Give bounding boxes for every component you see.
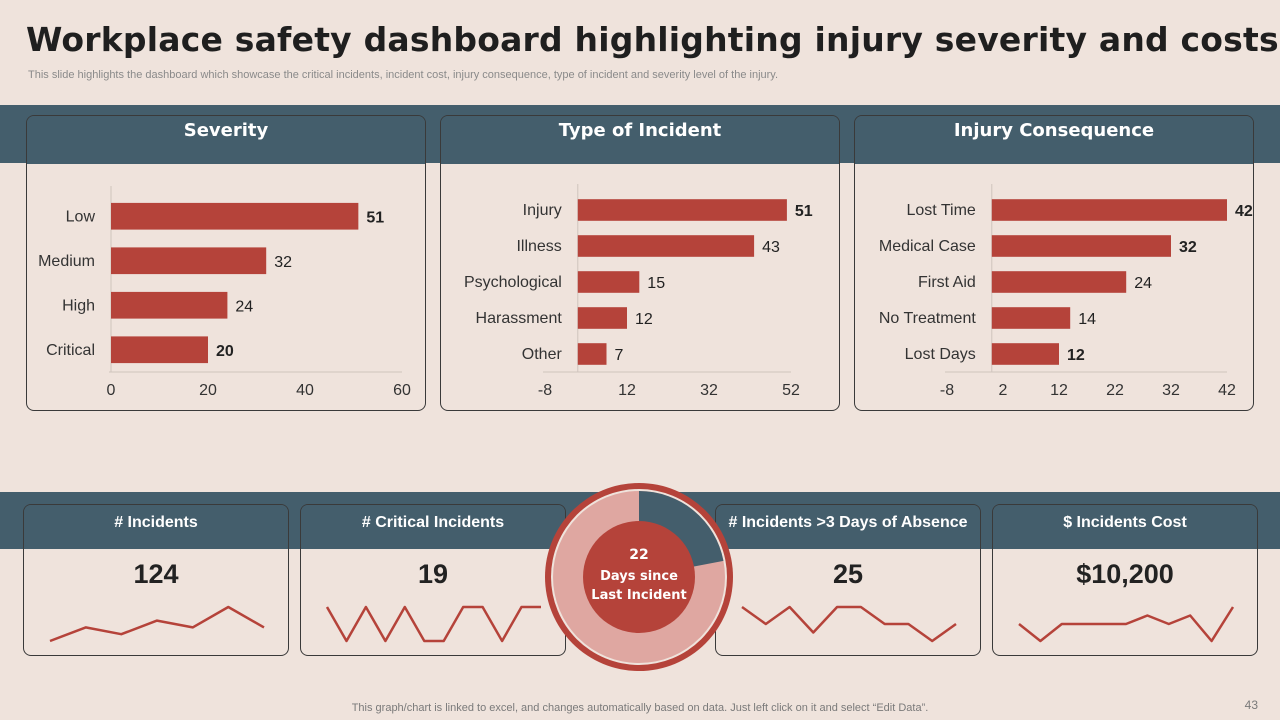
kpi-critical-incidents-sparkline (325, 605, 541, 643)
category-label: Medium (38, 253, 95, 270)
data-label: 7 (615, 347, 624, 364)
data-label: 32 (1179, 239, 1197, 256)
bar-high (111, 291, 228, 319)
category-label: Lost Time (906, 202, 975, 219)
tick-label: 32 (1162, 382, 1180, 399)
page-number: 43 (1244, 698, 1258, 712)
donut-caption-line1: Days since (600, 569, 678, 584)
days-since-donut: 22 Days since Last Incident (545, 483, 733, 671)
sparkline-trend (1018, 606, 1235, 643)
kpi-incidents-cost-value: $10,200 (1076, 559, 1174, 589)
type-of-incident-chart: Injury 51 Illness 43 Psychological 15 Harassme… (464, 184, 813, 399)
type-of-incident-panel: Type of Incident Injury 51 Illness 43 Psycho… (440, 115, 840, 411)
data-label: 32 (274, 254, 292, 271)
category-label: Other (522, 346, 563, 363)
kpi-incidents-value: 124 (133, 559, 179, 589)
type-of-incident-title: Type of Incident (441, 116, 839, 164)
data-label: 42 (1235, 203, 1253, 220)
tick-label: 52 (782, 382, 800, 399)
severity-panel: Severity Low 51 Medium 32 High 24 Critical 20 0 2… (26, 115, 426, 411)
bar-no-treatment (991, 307, 1071, 329)
tick-label: 2 (999, 382, 1008, 399)
tick-label: -8 (538, 382, 552, 399)
tick-label: 12 (1050, 382, 1068, 399)
bar-lost-days (991, 343, 1059, 365)
kpi-incidents: # Incidents 124 (23, 504, 289, 656)
sparkline-trend (325, 605, 541, 643)
injury-consequence-title: Injury Consequence (855, 116, 1253, 164)
category-label: Injury (523, 202, 562, 219)
bar-medical-case (991, 235, 1171, 257)
tick-label: 20 (199, 382, 217, 399)
category-label: Critical (46, 342, 95, 359)
category-label: Psychological (464, 274, 562, 291)
kpi-incidents-sparkline (49, 605, 265, 643)
data-label: 15 (647, 275, 665, 292)
bar-psychological (577, 271, 640, 293)
data-label: 20 (216, 343, 234, 360)
footer-note: This graph/chart is linked to excel, and… (351, 702, 929, 714)
data-label: 51 (795, 203, 813, 220)
category-label: Lost Days (905, 346, 976, 363)
kpi-critical-incidents-label: # Critical Incidents (301, 505, 565, 549)
page-title: Workplace safety dashboard highlighting … (26, 20, 1279, 59)
tick-label: 32 (700, 382, 718, 399)
bar-illness (577, 235, 755, 257)
kpi-incidents-cost-label: $ Incidents Cost (993, 505, 1257, 549)
severity-title: Severity (27, 116, 425, 164)
bar-harassment (577, 307, 627, 329)
tick-label: 0 (107, 382, 116, 399)
kpi-critical-incidents-value: 19 (417, 559, 449, 589)
kpi-absence-incidents-value: 25 (832, 559, 864, 589)
data-label: 24 (1134, 275, 1152, 292)
donut-days-value: 22 (629, 547, 648, 563)
data-label: 43 (762, 239, 780, 256)
category-label: First Aid (918, 274, 976, 291)
tick-label: 12 (618, 382, 636, 399)
category-label: Low (66, 208, 96, 225)
data-label: 51 (366, 209, 384, 226)
severity-chart: Low 51 Medium 32 High 24 Critical 20 0 20 40 60 (38, 186, 411, 399)
bar-low (111, 202, 359, 230)
kpi-absence-incidents: # Incidents >3 Days of Absence 25 (715, 504, 981, 656)
page-subtitle: This slide highlights the dashboard whic… (28, 69, 779, 81)
category-label: High (62, 297, 95, 314)
donut-caption-line2: Last Incident (591, 588, 686, 603)
bar-first-aid (991, 271, 1127, 293)
kpi-incidents-cost: $ Incidents Cost $10,200 (992, 504, 1258, 656)
bar-lost-time (991, 199, 1227, 221)
category-label: Harassment (476, 310, 563, 327)
category-label: Illness (516, 238, 561, 255)
bar-critical (111, 336, 208, 364)
tick-label: 42 (1218, 382, 1236, 399)
bar-injury (577, 199, 787, 221)
bar-medium (111, 247, 267, 275)
data-label: 12 (1067, 347, 1085, 364)
sparkline-trend (741, 605, 957, 643)
category-label: No Treatment (879, 310, 976, 327)
data-label: 14 (1078, 311, 1096, 328)
kpi-incidents-label: # Incidents (24, 505, 288, 549)
donut-center (583, 521, 695, 633)
bar-other (577, 343, 607, 365)
tick-label: 60 (393, 382, 411, 399)
sparkline-trend (49, 605, 265, 643)
injury-consequence-panel: Injury Consequence Lost Time 42 Medical Ca… (854, 115, 1254, 411)
tick-label: -8 (940, 382, 954, 399)
kpi-absence-incidents-sparkline (741, 605, 957, 643)
kpi-absence-incidents-label: # Incidents >3 Days of Absence (716, 505, 980, 549)
kpi-critical-incidents: # Critical Incidents 19 (300, 504, 566, 656)
category-label: Medical Case (879, 238, 976, 255)
data-label: 12 (635, 311, 653, 328)
injury-consequence-chart: Lost Time 42 Medical Case 32 First Aid 24 No T… (879, 184, 1253, 399)
kpi-incidents-cost-sparkline (1018, 606, 1235, 643)
tick-label: 40 (296, 382, 314, 399)
tick-label: 22 (1106, 382, 1124, 399)
data-label: 24 (235, 298, 253, 315)
